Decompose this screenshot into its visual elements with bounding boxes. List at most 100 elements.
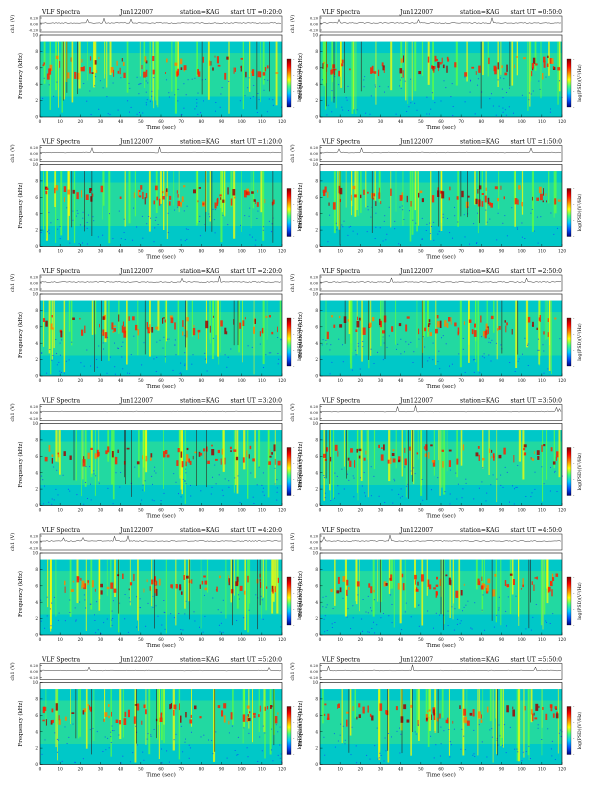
spectrogram-burst — [84, 430, 87, 487]
spectrogram-speckle — [42, 503, 44, 505]
spectrogram-speckle — [437, 477, 439, 479]
spectrogram-burst — [124, 171, 126, 227]
spectrogram-hotspot — [213, 315, 214, 318]
spectrogram-speckle — [151, 90, 153, 92]
spectrogram-hotspot — [251, 191, 254, 194]
time-tick-label: 70 — [178, 767, 184, 772]
spectrogram-speckle — [275, 724, 277, 726]
spectrogram-burst — [238, 300, 240, 353]
time-tick-label: 10 — [57, 249, 63, 254]
spectrogram-hotspot — [379, 320, 382, 328]
spectrogram-speckle — [82, 242, 83, 244]
spectrogram-speckle — [509, 362, 511, 363]
spectrogram-burst — [145, 430, 147, 460]
spectrogram-burst — [94, 41, 97, 73]
spectrogram-speckle — [151, 499, 153, 501]
spectrogram-hotspot — [183, 185, 186, 188]
spectrogram-hotspot — [347, 457, 350, 461]
time-tick-label: 110 — [258, 119, 266, 124]
spectrogram-hotspot — [531, 458, 535, 461]
ch1-waveform — [39, 666, 282, 672]
time-tick-label: 10 — [57, 637, 63, 642]
spectrogram-speckle — [180, 239, 182, 241]
spectrogram-speckle — [351, 369, 353, 371]
spectrogram-speckle — [59, 342, 61, 344]
spectrogram-speckle — [439, 614, 441, 616]
spectrogram-speckle — [497, 212, 499, 214]
spectrogram-hotspot — [326, 331, 329, 340]
spectrogram-speckle — [334, 746, 336, 748]
time-tick-label: 40 — [118, 119, 124, 124]
spectrogram-speckle — [259, 343, 261, 345]
spectrogram-speckle — [543, 372, 545, 374]
spectrogram-speckle — [57, 619, 59, 621]
spectrogram-speckle — [152, 483, 153, 485]
spectrogram-hotspot — [546, 63, 549, 67]
spectrogram-speckle — [276, 499, 278, 501]
spectrogram-hotspot — [349, 460, 352, 467]
spectrogram-speckle — [261, 599, 263, 601]
spectrogram-burst — [548, 171, 550, 204]
spectrogram-burst — [544, 559, 546, 615]
spectrogram-speckle — [119, 486, 121, 488]
spectrogram-hotspot — [399, 195, 403, 201]
spectrogram-burst — [228, 41, 230, 114]
spectrogram-speckle — [385, 239, 387, 241]
spectrogram-speckle — [198, 221, 200, 222]
spectrogram-hotspot — [186, 447, 189, 451]
spectrogram-hotspot — [91, 580, 94, 588]
spectrogram-speckle — [398, 493, 400, 495]
frequency-tick-label: 10 — [313, 292, 319, 297]
header-start-time: start UT =0:50:0 — [510, 9, 562, 16]
spectrogram-speckle — [344, 739, 346, 741]
spectrogram-burst — [57, 689, 58, 761]
spectrogram-hotspot — [381, 62, 384, 67]
spectrogram-speckle — [367, 612, 369, 614]
spectrogram-speckle — [361, 618, 363, 620]
spectrogram-burst — [139, 41, 141, 77]
spectrogram-speckle — [332, 608, 334, 609]
header-station: station=KAG — [180, 268, 219, 275]
spectrogram-speckle — [261, 484, 263, 486]
spectrogram-hotspot — [358, 714, 361, 718]
frequency-tick-label: 8 — [315, 697, 318, 702]
spectrogram-speckle — [453, 629, 455, 631]
spectrogram-speckle — [551, 740, 553, 742]
spectrogram-speckle — [262, 229, 264, 231]
spectrogram-speckle — [94, 620, 96, 621]
spectrogram-speckle — [53, 466, 55, 468]
spectrogram-speckle — [530, 93, 532, 95]
spectrogram-speckle — [279, 757, 281, 759]
spectrogram-hotspot — [545, 193, 547, 197]
spectrogram-hotspot — [367, 191, 369, 194]
time-tick-label: 90 — [219, 249, 225, 254]
spectrogram-hotspot — [67, 189, 71, 195]
spectrogram-hotspot — [141, 720, 143, 725]
spectrogram-hotspot — [523, 452, 527, 456]
spectrogram-burst — [262, 171, 265, 241]
spectrogram-hotspot — [415, 579, 416, 585]
frequency-tick-label: 8 — [35, 179, 38, 184]
frequency-tick-label: 10 — [313, 421, 319, 426]
spectrogram-speckle — [228, 80, 230, 82]
spectrogram-hotspot — [193, 189, 196, 194]
time-tick-label: 50 — [138, 119, 144, 124]
spectrogram-burst — [495, 559, 497, 623]
ch1-waveform — [319, 277, 562, 283]
spectrogram-speckle — [247, 756, 249, 758]
spectrogram-burst — [158, 689, 160, 759]
spectrogram-hotspot — [332, 64, 336, 68]
spectrogram-speckle — [367, 209, 369, 211]
spectrogram-speckle — [334, 76, 336, 78]
frequency-axis-label: Frequency (kHz) — [17, 442, 24, 488]
spectrogram-speckle — [184, 335, 186, 337]
spectrogram-hotspot — [246, 705, 250, 709]
frequency-tick-label: 6 — [315, 195, 318, 200]
spectrogram-speckle — [72, 210, 74, 212]
spectrogram-hotspot — [418, 192, 420, 198]
spectrogram-speckle — [119, 602, 121, 604]
spectrogram-burst — [262, 300, 265, 365]
ch1-strip-frame — [319, 145, 563, 162]
spectrogram-speckle — [250, 472, 252, 474]
